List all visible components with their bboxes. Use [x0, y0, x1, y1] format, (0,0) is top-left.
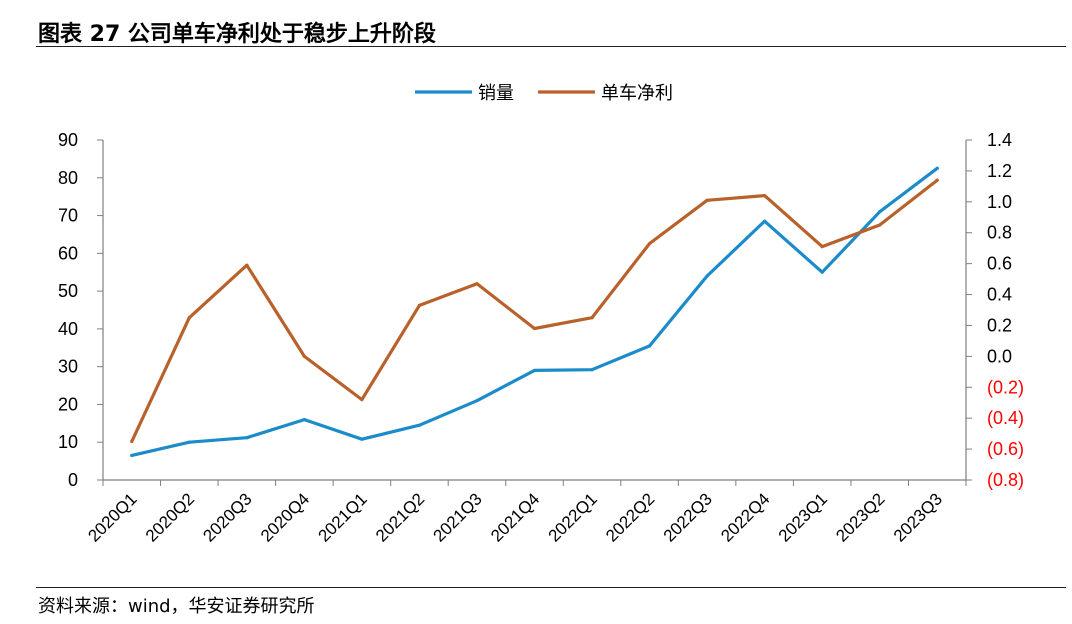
x-tick-label: 2021Q3: [430, 489, 486, 545]
left-tick-label: 50: [58, 281, 78, 301]
x-tick-label: 2022Q2: [602, 489, 658, 545]
left-tick-label: 40: [58, 319, 78, 339]
left-tick-label: 20: [58, 394, 78, 414]
x-tick-label: 2021Q1: [315, 489, 371, 545]
sales-point: [763, 219, 767, 223]
profit-point: [475, 282, 479, 286]
sales-point: [647, 344, 652, 348]
right-tick-label: (0.4): [987, 408, 1024, 428]
bottom-divider: [36, 587, 1066, 588]
sales-point: [935, 166, 939, 170]
profit-point: [532, 326, 537, 331]
profit-point: [705, 198, 709, 202]
profit-point: [302, 354, 306, 358]
x-tick-label: 2023Q2: [832, 489, 888, 545]
left-tick-label: 30: [58, 357, 78, 377]
right-tick-label: 0.8: [987, 223, 1012, 243]
x-tick-label: 2020Q2: [142, 489, 198, 545]
legend-label-profit: 单车净利: [601, 83, 673, 103]
sales-point: [878, 210, 882, 214]
x-tick-label: 2023Q3: [890, 489, 946, 545]
sales-point: [302, 417, 306, 422]
profit-point: [935, 178, 939, 182]
x-tick-label: 2021Q4: [487, 489, 543, 545]
right-tick-label: 0.6: [987, 254, 1012, 274]
sales-point: [590, 368, 594, 372]
x-tick-label: 2022Q1: [545, 489, 601, 545]
source-note: 资料来源：wind，华安证券研究所: [38, 596, 315, 617]
page-title: 图表 27 公司单车净利处于稳步上升阶段: [38, 22, 436, 47]
sales-point: [187, 440, 191, 444]
sales-point: [130, 453, 134, 458]
left-tick-label: 0: [68, 470, 78, 490]
x-tick-label: 2022Q4: [717, 489, 773, 545]
left-tick-label: 90: [58, 130, 78, 150]
right-tick-label: 1.2: [987, 161, 1012, 181]
sales-point: [245, 436, 249, 440]
legend-label-sales: 销量: [478, 83, 514, 103]
profit-point: [820, 245, 824, 249]
sales-point: [360, 437, 364, 441]
right-tick-label: 0.2: [987, 315, 1012, 335]
chart: 0 10 20 30 40 50 60 70 80 90 (0.8) (0.6) (0.4) (0.2) 0…: [58, 83, 1024, 546]
right-tick-label: (0.2): [987, 377, 1024, 397]
right-tick-label: 1.0: [987, 192, 1012, 212]
left-tick-label: 80: [58, 168, 78, 188]
sales-point: [475, 399, 479, 403]
x-tick-label: 2020Q4: [257, 489, 313, 545]
profit-point: [878, 223, 882, 227]
sales-line: [130, 166, 939, 457]
sales-point: [820, 270, 824, 274]
profit-point: [417, 303, 422, 307]
top-divider: [36, 46, 1066, 47]
sales-point: [532, 368, 537, 373]
left-tick-label: 70: [58, 206, 78, 226]
x-tick-label: 2020Q1: [84, 489, 140, 545]
profit-line: [130, 178, 939, 443]
profit-point: [763, 194, 767, 198]
x-tick-label: 2022Q3: [660, 489, 716, 545]
right-tick-label: 0.0: [987, 346, 1012, 366]
left-tick-label: 10: [58, 432, 78, 452]
right-tick-label: 1.4: [987, 130, 1012, 150]
x-tick-label: 2021Q2: [372, 489, 428, 545]
profit-point: [245, 263, 249, 267]
profit-point: [130, 439, 134, 443]
right-tick-label: (0.6): [987, 439, 1024, 459]
x-tick-label: 2020Q3: [199, 489, 255, 545]
profit-point: [647, 241, 652, 246]
sales-point: [417, 423, 422, 427]
profit-point: [187, 316, 191, 320]
profit-point: [360, 398, 364, 402]
left-tick-label: 60: [58, 243, 78, 263]
right-tick-label: 0.4: [987, 285, 1012, 305]
sales-point: [705, 274, 709, 278]
right-tick-label: (0.8): [987, 470, 1024, 490]
profit-point: [590, 316, 594, 320]
x-tick-label: 2023Q1: [775, 489, 831, 545]
